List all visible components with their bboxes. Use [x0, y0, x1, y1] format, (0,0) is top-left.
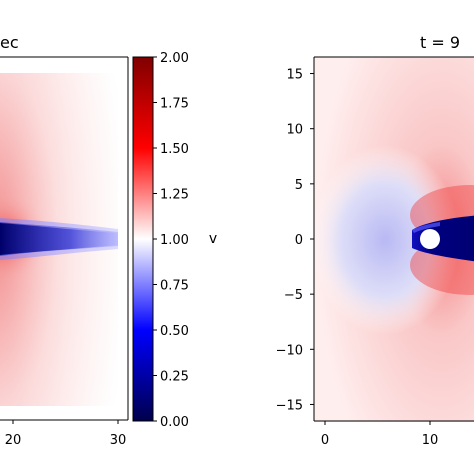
- right-y-tick-label: −15: [276, 398, 303, 413]
- left-x-tick-label: 30: [110, 433, 127, 448]
- right-x-ticks: 0 10: [321, 421, 438, 448]
- left-x-ticks: 20 30: [5, 420, 127, 448]
- left-x-tick-label: 20: [5, 433, 22, 448]
- right-title: t = 9: [420, 33, 460, 52]
- colorbar-ticks: 0.00 0.25 0.50 0.75 1.00 1.25 1.50 1.75 2.00: [153, 51, 189, 430]
- colorbar-tick-label: 1.25: [160, 188, 189, 203]
- right-x-tick-label: 10: [422, 433, 439, 448]
- colorbar-label: v: [209, 231, 217, 247]
- right-heatmap: [314, 57, 474, 422]
- colorbar-tick-label: 0.75: [160, 279, 189, 294]
- colorbar-tick-label: 0.50: [160, 324, 189, 339]
- left-title: ec: [0, 33, 19, 52]
- right-y-tick-label: 10: [286, 123, 303, 138]
- colorbar-gradient: [132, 56, 154, 422]
- left-plot: 20 30 ec: [0, 33, 129, 448]
- right-y-ticks: 15 10 5 0 −5 −10 −15: [276, 68, 314, 413]
- colorbar-tick-label: 1.75: [160, 97, 189, 112]
- right-y-tick-label: 15: [286, 68, 303, 83]
- colorbar-tick-label: 2.00: [160, 51, 189, 66]
- right-y-tick-label: −5: [284, 288, 303, 303]
- colorbar-tick-label: 0.25: [160, 370, 189, 385]
- right-y-tick-label: 5: [295, 178, 303, 193]
- left-heatmap: [0, 73, 118, 406]
- right-plot: 15 10 5 0 −5 −10 −15 0 10 t = 9: [276, 33, 474, 448]
- right-y-tick-label: 0: [295, 233, 303, 248]
- obstacle-circle: [420, 229, 440, 249]
- colorbar-tick-label: 1.00: [160, 233, 189, 248]
- right-x-tick-label: 0: [321, 433, 329, 448]
- right-y-tick-label: −10: [276, 343, 303, 358]
- colorbar-tick-label: 0.00: [160, 415, 189, 430]
- colorbar-tick-label: 1.50: [160, 142, 189, 157]
- colorbar: 0.00 0.25 0.50 0.75 1.00 1.25 1.50 1.75 2.00 v: [132, 51, 217, 430]
